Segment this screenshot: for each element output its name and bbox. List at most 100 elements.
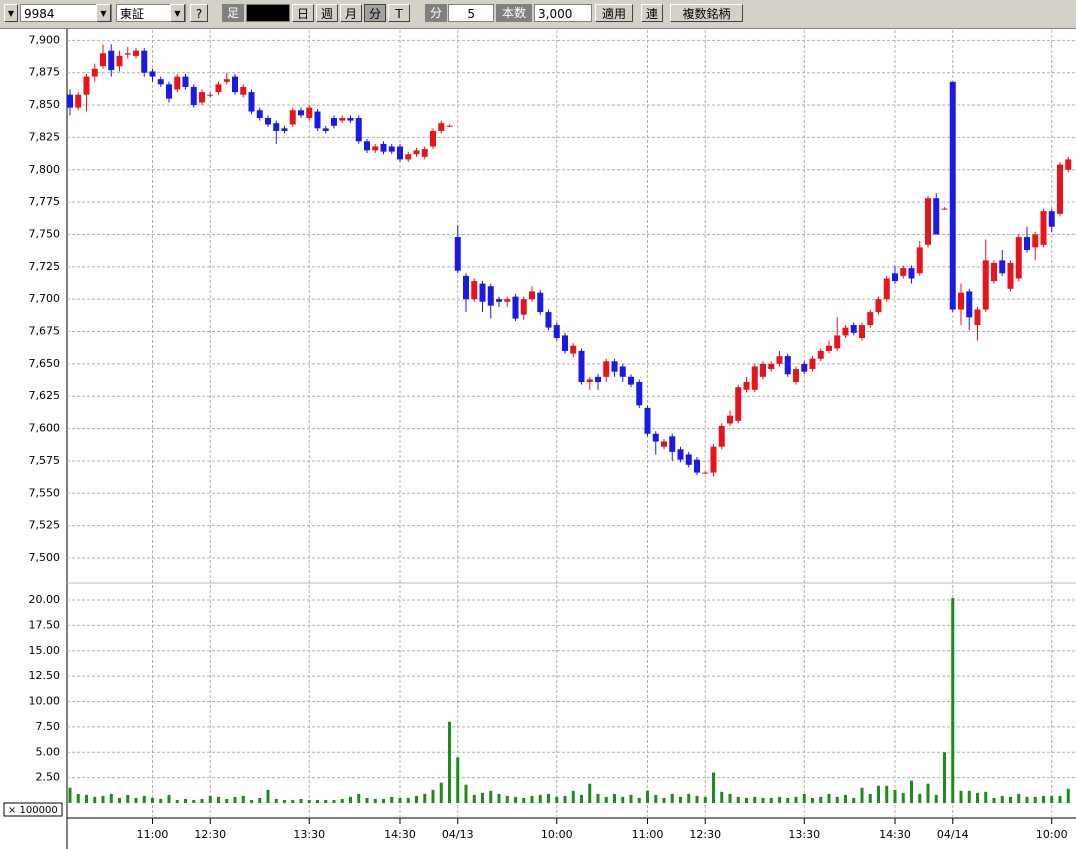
volume-unit: × 100000 bbox=[8, 805, 58, 816]
tick-button[interactable]: T bbox=[388, 4, 410, 22]
interval-input[interactable]: 5 bbox=[448, 4, 494, 22]
volume-bar bbox=[225, 798, 229, 803]
candle-body bbox=[735, 387, 742, 421]
volume-bar bbox=[654, 794, 658, 803]
volume-bar bbox=[390, 796, 394, 803]
volume-bar bbox=[316, 799, 319, 803]
volume-bar bbox=[926, 783, 930, 803]
count-input[interactable]: 3,000 bbox=[534, 4, 592, 22]
volume-bar bbox=[142, 795, 146, 803]
candle-body bbox=[364, 141, 370, 151]
y-tick-label: 7,675 bbox=[29, 325, 61, 338]
candle-body bbox=[611, 361, 618, 372]
candle-body bbox=[545, 312, 552, 328]
y-tick-label: 7,525 bbox=[29, 519, 61, 532]
volume-bar bbox=[464, 784, 468, 803]
candle-body bbox=[438, 123, 445, 131]
bar-input[interactable] bbox=[246, 4, 290, 22]
minute-button[interactable]: 分 bbox=[364, 4, 386, 22]
volume-bar bbox=[934, 794, 938, 803]
volume-bar bbox=[992, 797, 996, 803]
volume-bar bbox=[357, 793, 361, 803]
candle-body bbox=[166, 84, 172, 99]
candle-body bbox=[182, 76, 189, 87]
volume-bar bbox=[967, 790, 971, 803]
interval-label: 分 bbox=[425, 4, 447, 22]
candle-body bbox=[174, 76, 181, 90]
market-select[interactable]: 東証 bbox=[116, 4, 186, 22]
volume-bar bbox=[382, 798, 385, 803]
candle-body bbox=[430, 130, 436, 147]
volume-bar bbox=[233, 796, 237, 803]
x-tick-label: 12:30 bbox=[689, 828, 721, 841]
market-dropdown[interactable]: ▼ bbox=[170, 4, 185, 22]
volume-bar bbox=[1058, 795, 1062, 803]
volume-bar bbox=[604, 796, 608, 803]
candle-body bbox=[471, 281, 478, 300]
volume-bar bbox=[134, 797, 138, 803]
y-tick-label: 7,850 bbox=[29, 98, 61, 111]
volume-bar bbox=[951, 597, 955, 803]
volume-bar bbox=[258, 797, 262, 803]
volume-bar bbox=[505, 795, 509, 803]
candle-body bbox=[892, 273, 898, 282]
x-tick-label: 04/13 bbox=[442, 828, 474, 841]
candle-body bbox=[586, 379, 593, 382]
volume-bar bbox=[984, 791, 988, 803]
volume-bar bbox=[456, 757, 460, 803]
symbol-dropdown[interactable]: ▼ bbox=[96, 4, 111, 22]
volume-bar bbox=[662, 797, 666, 803]
volume-bar bbox=[200, 798, 204, 803]
y-tick-label: 7,800 bbox=[29, 163, 61, 176]
candle-body bbox=[108, 50, 115, 71]
candle-body bbox=[67, 94, 73, 108]
menu-button[interactable]: ▼ bbox=[4, 4, 18, 22]
candle-body bbox=[322, 128, 329, 131]
volume-bar bbox=[1025, 796, 1029, 803]
candle-body bbox=[413, 150, 420, 155]
y-tick-label: 7,575 bbox=[29, 454, 61, 467]
candle-body bbox=[578, 350, 585, 382]
volume-bar bbox=[151, 797, 154, 803]
volume-bar bbox=[497, 793, 501, 803]
apply-button[interactable]: 適用 bbox=[595, 4, 633, 22]
candle-body bbox=[966, 291, 973, 318]
volume-bar bbox=[563, 795, 567, 803]
candle-body bbox=[1048, 211, 1055, 227]
candle-body bbox=[397, 146, 403, 160]
candle-body bbox=[933, 198, 940, 235]
candle-body bbox=[619, 366, 626, 377]
candle-body bbox=[91, 68, 98, 77]
candle-body bbox=[817, 350, 824, 359]
volume-tick-label: 15.00 bbox=[29, 644, 61, 657]
candle-body bbox=[553, 325, 560, 338]
volume-bar bbox=[827, 793, 831, 803]
volume-bar bbox=[76, 793, 80, 803]
volume-tick-label: 20.00 bbox=[29, 593, 61, 606]
candle-body bbox=[273, 123, 280, 131]
candle-body bbox=[628, 376, 634, 385]
week-button[interactable]: 週 bbox=[316, 4, 338, 22]
symbol-input[interactable]: 9984 bbox=[20, 4, 112, 22]
x-tick-label: 12:30 bbox=[194, 828, 226, 841]
volume-bar bbox=[959, 790, 963, 803]
multi-button[interactable]: 複数銘柄 bbox=[670, 4, 743, 22]
volume-bar bbox=[893, 789, 897, 803]
day-button[interactable]: 日 bbox=[292, 4, 314, 22]
candle-body bbox=[512, 296, 519, 319]
volume-bar bbox=[1009, 796, 1012, 803]
candle-body bbox=[223, 79, 230, 82]
x-tick-label: 11:00 bbox=[632, 828, 664, 841]
link-button[interactable]: 連 bbox=[641, 4, 663, 22]
volume-bar bbox=[547, 793, 550, 803]
volume-bar bbox=[753, 796, 757, 803]
candle-body bbox=[207, 94, 214, 96]
candle-body bbox=[677, 449, 684, 460]
month-button[interactable]: 月 bbox=[340, 4, 362, 22]
candle-body bbox=[124, 53, 131, 55]
volume-bar bbox=[637, 797, 641, 803]
volume-bar bbox=[555, 796, 559, 803]
x-tick-label: 13:30 bbox=[788, 828, 820, 841]
help-button[interactable]: ? bbox=[190, 4, 208, 22]
candle-body bbox=[562, 335, 568, 351]
